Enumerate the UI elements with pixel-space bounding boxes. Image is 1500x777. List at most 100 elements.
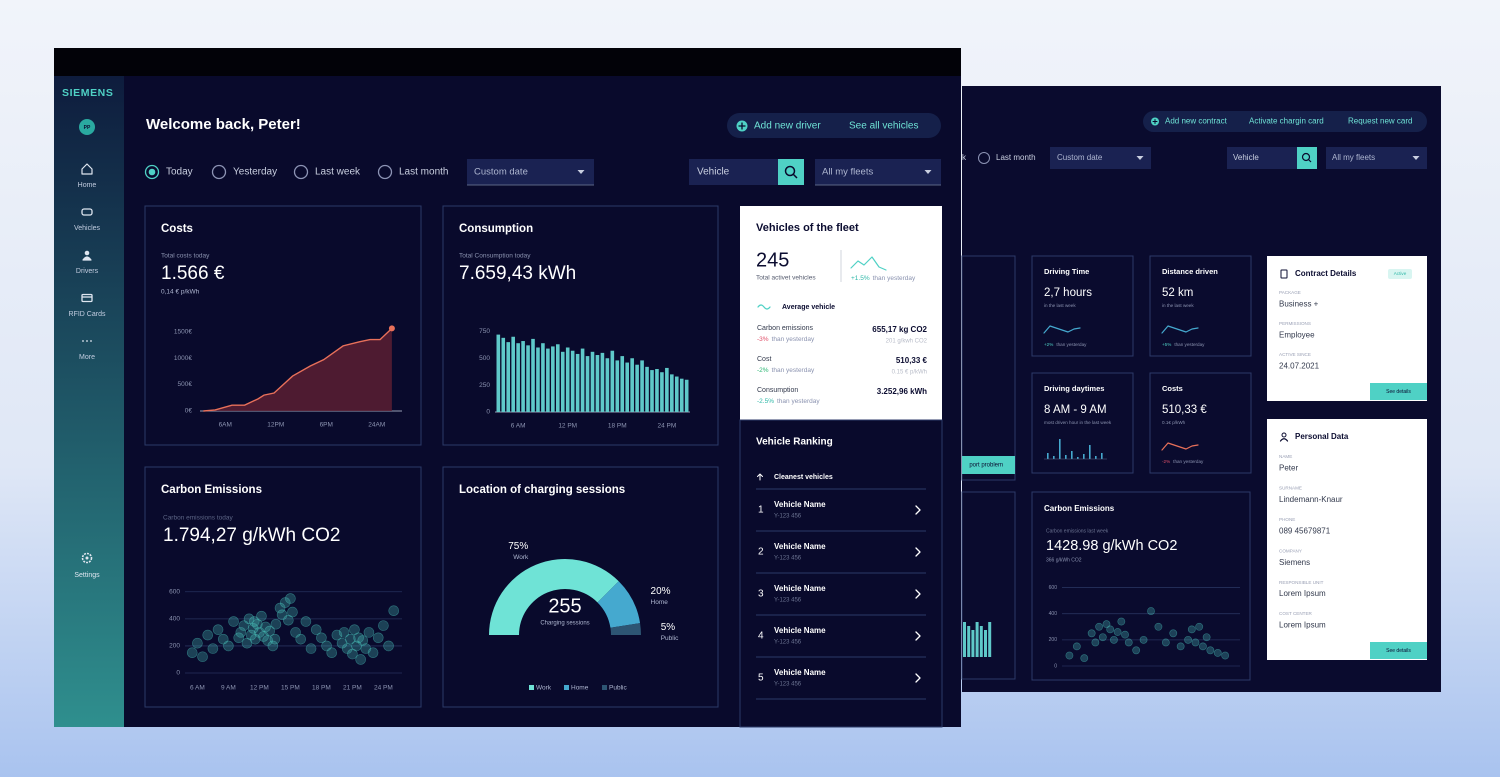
x-tick-label: 6PM [320,422,333,429]
scatter-point [283,614,294,626]
x-tick-label: 18 PM [312,685,331,692]
action-link[interactable]: Add new contract [1165,117,1228,126]
settings-icon [81,552,93,564]
metric-detail: 201 g/kwh CO2 [886,339,928,345]
change-value: +1.5% [851,275,870,282]
scatter-point [316,632,327,644]
nav-label[interactable]: Settings [74,572,100,579]
period-label: Last month [996,153,1036,162]
card-title: Carbon Emissions [1044,504,1115,513]
search-button[interactable] [1297,147,1317,169]
x-tick-label: 24 PM [657,423,676,430]
bar [635,364,639,412]
vehicle-name: Vehicle Name [774,500,826,509]
scatter-point [1187,625,1196,634]
action-link[interactable]: Activate chargin card [1249,117,1324,126]
field-value: Peter [1279,464,1298,473]
bar [674,376,679,412]
scatter-point [207,643,219,654]
change-label: than yesterday [873,275,916,282]
line-area [203,328,392,411]
scatter-point [1121,630,1129,639]
nav-label[interactable]: Drivers [76,268,99,275]
metric-label: Carbon emissions [757,325,814,332]
avatar[interactable] [79,119,95,135]
x-tick-label: 6 AM [190,685,205,692]
scatter-point [1117,617,1126,626]
action-link[interactable]: Add new driver [754,121,821,132]
scatter-point [310,624,322,635]
card [442,466,719,708]
card-title: Vehicle Ranking [756,437,833,448]
change-value: -2% [1162,459,1170,464]
nav-label[interactable]: Home [78,182,97,189]
change-text: +1.5% than yesterday [851,275,916,282]
card [961,255,1016,481]
decor-bar [1071,451,1073,459]
field-label: COST CENTER [1279,611,1313,616]
decor-bar [1059,439,1061,459]
scatter-point [367,647,379,658]
scatter-point [1176,642,1185,651]
bar [570,350,575,412]
scatter-point [1147,607,1155,615]
bar [501,337,506,412]
dropdown-caret [1136,156,1144,160]
sparkline [1161,442,1199,451]
nav-label[interactable]: More [79,354,95,361]
nav-label[interactable]: Vehicles [74,225,101,232]
detail-card [1267,256,1427,401]
person-icon-body [1279,438,1289,442]
ranking-row[interactable] [756,490,926,531]
radio[interactable] [293,164,309,180]
status-badge [1388,269,1412,279]
scatter-point [347,648,358,660]
search-icon [784,165,796,177]
card-subtitle: Total Consumption today [459,253,531,260]
bar [496,334,501,412]
see-details-button[interactable] [1370,383,1427,400]
search-button[interactable] [778,159,804,185]
radio[interactable] [211,164,227,180]
period-label[interactable]: Last week [315,167,361,178]
decor-bar [971,630,975,657]
scatter-point [197,651,208,663]
fleet-dropdown[interactable] [815,159,941,185]
vehicle-plate: Y-123 456 [774,556,802,562]
ranking-row[interactable] [756,658,926,699]
card-value: 7.659,43 kWh [459,263,576,284]
period-label[interactable]: Last month [399,167,448,178]
date-dropdown[interactable] [1050,147,1151,169]
report-button[interactable] [962,456,1015,474]
search-input[interactable] [689,159,778,185]
field-label: COMPANY [1279,548,1302,553]
nav-label[interactable]: RFID Cards [69,311,106,318]
average-icon [757,304,771,310]
kpi-title: Driving Time [1044,267,1089,276]
fleet-count: 245 [756,249,789,271]
y-tick-label: 500 [479,355,490,362]
fleet-dropdown[interactable] [1326,147,1427,169]
ranking-row[interactable] [756,532,926,573]
radio[interactable] [377,164,393,180]
cost-line [203,327,393,412]
ranking-row[interactable] [756,616,926,657]
decor-bar [1053,456,1055,459]
scatter-point [252,618,263,630]
x-tick-label: 6AM [219,422,232,429]
search-input[interactable] [1227,147,1297,169]
ranking-row[interactable] [756,574,926,615]
radio-dot [148,168,156,176]
period-label[interactable]: Today [166,167,193,178]
date-dropdown[interactable] [467,159,594,185]
see-details-button[interactable] [1370,642,1427,659]
period-label[interactable]: Yesterday [233,167,277,178]
scatter-point [260,621,271,633]
radio[interactable] [978,152,990,164]
change-label: than yesterday [1173,459,1204,464]
pie-center-value: 255 [548,595,581,617]
action-link[interactable]: Request new card [1348,117,1412,126]
action-link[interactable]: See all vehicles [849,121,918,132]
scatter-point [186,647,198,658]
radio[interactable] [144,164,160,180]
